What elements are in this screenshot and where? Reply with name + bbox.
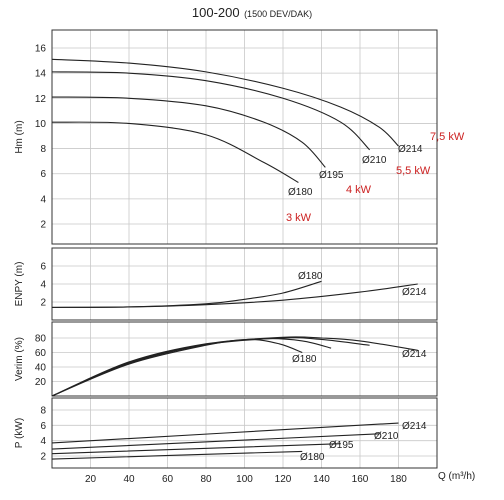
curve-head-Ø214 [51, 58, 399, 147]
frame-power [51, 397, 438, 469]
xtick-120: 120 [275, 474, 292, 485]
power-label-3: 3 kW [286, 212, 312, 224]
curve-label-npsh-Ø214: Ø214 [402, 287, 427, 298]
curve-label-head-Ø180: Ø180 [288, 187, 313, 198]
xtick-180: 180 [390, 474, 407, 485]
curve-efficiency-Ø214 [51, 336, 418, 397]
curve-label-power-Ø210: Ø210 [374, 431, 399, 442]
curve-power-Ø180 [51, 450, 303, 460]
ytick-npsh-6: 6 [40, 262, 46, 273]
ytick-efficiency-40: 40 [35, 363, 47, 374]
curve-power-Ø195 [51, 443, 341, 455]
ylabel-power: P (kW) [14, 418, 25, 448]
curve-label-npsh-Ø180: Ø180 [298, 271, 323, 282]
chart-title-main: 100-200 [191, 5, 240, 20]
ytick-head-2: 2 [40, 220, 46, 231]
ytick-head-12: 12 [35, 94, 47, 105]
chart-title: 100-200 (1500 DEV/DAK) [0, 4, 504, 22]
frame-head [51, 29, 438, 245]
curve-power-Ø214 [51, 422, 399, 444]
ytick-power-2: 2 [40, 452, 46, 463]
ytick-npsh-2: 2 [40, 298, 46, 309]
curve-head-Ø180 [51, 121, 299, 183]
curve-label-power-Ø214: Ø214 [402, 421, 427, 432]
ytick-power-6: 6 [40, 421, 46, 432]
xtick-140: 140 [313, 474, 330, 485]
ytick-efficiency-60: 60 [35, 348, 47, 359]
curve-head-Ø210 [51, 71, 371, 151]
xtick-40: 40 [123, 474, 135, 485]
curve-npsh-Ø180 [51, 280, 322, 308]
curve-head-Ø195 [51, 96, 326, 168]
power-label-1: 5,5 kW [396, 165, 431, 177]
curve-label-head-Ø210: Ø210 [362, 155, 387, 166]
ytick-head-14: 14 [35, 69, 47, 80]
ytick-efficiency-80: 80 [35, 334, 47, 345]
curve-label-power-Ø180: Ø180 [300, 452, 325, 463]
ytick-head-10: 10 [35, 119, 47, 130]
power-label-2: 4 kW [346, 184, 372, 196]
curve-npsh-Ø214 [51, 283, 418, 308]
ytick-head-4: 4 [40, 194, 46, 205]
xtick-100: 100 [236, 474, 253, 485]
ytick-head-6: 6 [40, 169, 46, 180]
curve-label-efficiency-Ø214: Ø214 [402, 349, 427, 360]
curve-label-head-Ø214: Ø214 [398, 144, 423, 155]
curve-efficiency-Ø180 [51, 338, 303, 397]
ylabel-head: Hm (m) [14, 120, 25, 153]
xtick-20: 20 [85, 474, 97, 485]
frame-efficiency [51, 321, 438, 397]
curve-label-power-Ø195: Ø195 [329, 440, 354, 451]
ytick-head-8: 8 [40, 144, 46, 155]
power-label-0: 7,5 kW [430, 131, 465, 143]
xtick-60: 60 [162, 474, 174, 485]
chart-title-sub: (1500 DEV/DAK) [244, 9, 313, 19]
ytick-efficiency-20: 20 [35, 377, 47, 388]
ytick-power-8: 8 [40, 406, 46, 417]
xtick-80: 80 [200, 474, 212, 485]
curve-label-efficiency-Ø180: Ø180 [292, 354, 317, 365]
xtick-160: 160 [352, 474, 369, 485]
x-axis-label: Q (m³/h) [438, 471, 475, 482]
ytick-head-16: 16 [35, 44, 47, 55]
curve-label-head-Ø195: Ø195 [319, 170, 344, 181]
ytick-npsh-4: 4 [40, 280, 46, 291]
ylabel-efficiency: Verim (%) [14, 337, 25, 381]
ytick-power-4: 4 [40, 436, 46, 447]
curve-power-Ø210 [51, 433, 380, 450]
ylabel-npsh: ENPY (m) [14, 262, 25, 307]
frame-npsh [51, 247, 438, 321]
